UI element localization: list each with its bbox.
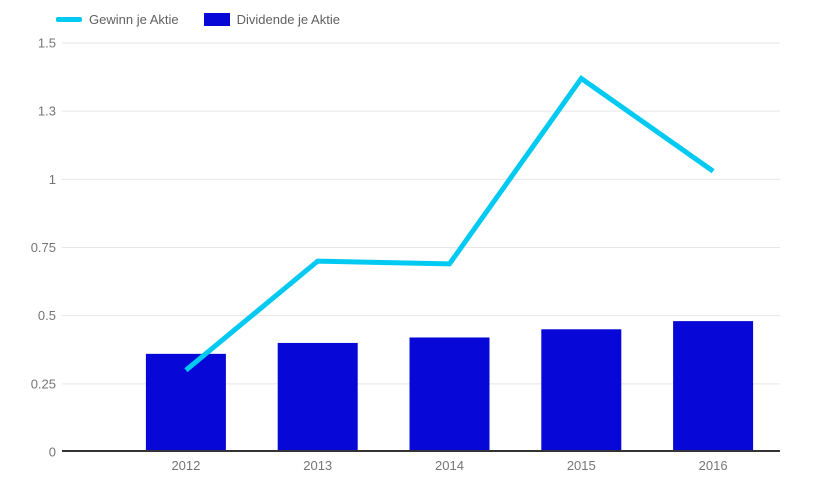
y-axis-tick-label: 1 [49, 172, 56, 187]
bar-2015[interactable] [541, 329, 622, 452]
y-axis-tick-label: 0.5 [38, 308, 56, 323]
bar-2013[interactable] [277, 342, 358, 452]
legend-label-dividende-je-aktie: Dividende je Aktie [236, 12, 340, 27]
y-axis-tick-label: 1.5 [38, 36, 56, 51]
series-line-gewinn-je-aktie[interactable] [184, 74, 715, 373]
bar-2016[interactable] [673, 321, 754, 452]
x-axis-tick-label-2012: 2012 [171, 458, 200, 473]
x-axis-tick-label-2014: 2014 [435, 458, 464, 473]
legend-label-gewinn-je-aktie: Gewinn je Aktie [89, 12, 179, 27]
x-axis-tick-label-2015: 2015 [567, 458, 596, 473]
chart-legend: Gewinn je Aktie Dividende je Aktie [56, 12, 340, 27]
y-axis-tick-label: 0 [49, 445, 56, 460]
legend-item-dividende-je-aktie: Dividende je Aktie [203, 12, 340, 27]
y-axis-tick-label: 1.3 [38, 104, 56, 119]
legend-item-gewinn-je-aktie: Gewinn je Aktie [56, 12, 179, 27]
bar-series-swatch-icon [203, 13, 230, 26]
x-axis-tick-label-2016: 2016 [699, 458, 728, 473]
line-series-swatch-icon [56, 17, 82, 22]
y-axis-tick-label: 0.25 [31, 376, 56, 391]
x-axis-tick-label-2013: 2013 [303, 458, 332, 473]
y-axis-tick-label: 0.75 [31, 240, 56, 255]
bar-2014[interactable] [409, 337, 490, 452]
